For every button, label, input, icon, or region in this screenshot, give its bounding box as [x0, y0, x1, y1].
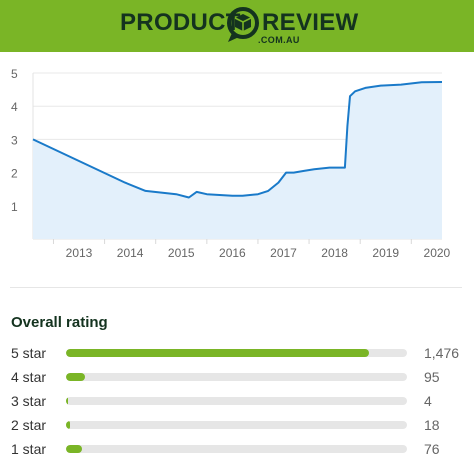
- x-tick-label: 2014: [117, 246, 144, 260]
- rating-count: 1,476: [424, 345, 460, 361]
- rating-count: 4: [424, 393, 432, 409]
- rating-bar-fill: [66, 421, 70, 429]
- rating-count: 95: [424, 369, 440, 385]
- logo-word-review: REVIEW: [262, 9, 359, 36]
- rating-label: 2 star: [11, 417, 47, 433]
- rating-bar-track: [66, 421, 407, 429]
- rating-row-5-star[interactable]: 5 star 1,476: [0, 343, 474, 363]
- y-tick-label: 5: [11, 67, 18, 81]
- rating-row-2-star[interactable]: 2 star 18: [0, 415, 474, 435]
- rating-label: 4 star: [11, 369, 47, 385]
- rating-label: 5 star: [11, 345, 47, 361]
- x-tick-label: 2015: [168, 246, 195, 260]
- logo-word-product: PRODUCT: [120, 9, 241, 36]
- rating-label: 1 star: [11, 441, 47, 457]
- rating-bar-track: [66, 397, 407, 405]
- x-tick-label: 2016: [219, 246, 246, 260]
- y-tick-label: 2: [11, 167, 18, 181]
- site-header: PRODUCT REVIEW .COM.AU: [0, 0, 474, 52]
- rating-line: [32, 81, 443, 199]
- x-tick-label: 2019: [372, 246, 399, 260]
- rating-row-3-star[interactable]: 3 star 4: [0, 391, 474, 411]
- rating-row-1-star[interactable]: 1 star 76: [0, 439, 474, 459]
- section-divider: [10, 287, 462, 288]
- overall-rating-title: Overall rating: [11, 314, 108, 331]
- rating-count: 18: [424, 417, 440, 433]
- x-tick-label: 2017: [270, 246, 297, 260]
- rating-area-fill: [33, 82, 442, 239]
- rating-bar-track: [66, 373, 407, 381]
- x-tick-label: 2018: [321, 246, 348, 260]
- rating-bar-track: [66, 349, 407, 357]
- y-tick-label: 1: [11, 200, 18, 214]
- rating-bar-fill: [66, 373, 86, 381]
- rating-count: 76: [424, 441, 440, 457]
- y-tick-label: 3: [11, 133, 18, 147]
- rating-row-4-star[interactable]: 4 star 95: [0, 367, 474, 387]
- logo-domain: .COM.AU: [258, 35, 300, 45]
- rating-bar-fill: [66, 445, 82, 453]
- rating-bar-track: [66, 445, 407, 453]
- rating-label: 3 star: [11, 393, 47, 409]
- x-tick-label: 2020: [424, 246, 451, 260]
- rating-bar-fill: [66, 349, 370, 357]
- rating-history-chart: 1 2 3 4 5 2013 2014 2015 2016 2017 2018 2019 2020: [11, 67, 451, 260]
- productreview-logo[interactable]: PRODUCT REVIEW .COM.AU: [0, 0, 474, 52]
- x-tick-label: 2013: [66, 246, 93, 260]
- y-tick-label: 4: [11, 100, 18, 114]
- product-box-icon: [227, 7, 259, 42]
- rating-bar-fill: [66, 397, 69, 405]
